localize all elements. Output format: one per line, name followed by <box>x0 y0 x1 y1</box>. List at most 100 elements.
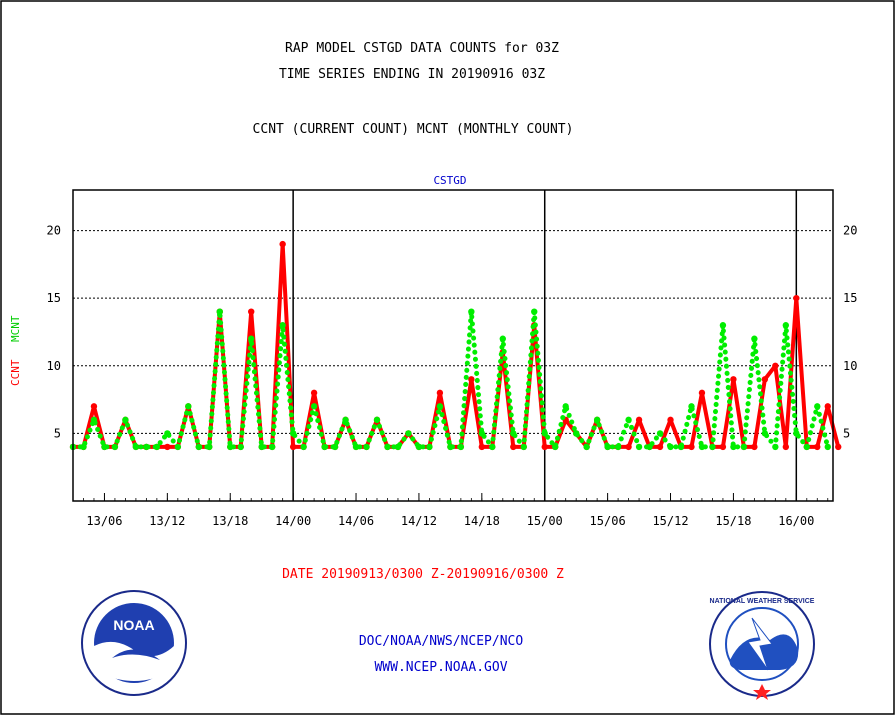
x-tick-label: 15/00 <box>527 514 563 528</box>
data-point-mcnt <box>300 443 307 451</box>
chart-subtitle: CCNT (CURRENT COUNT) MCNT (MONTHLY COUNT… <box>253 122 574 137</box>
data-point-mcnt <box>751 335 758 342</box>
x-tick-label: 16/00 <box>778 514 814 528</box>
data-point-ccnt <box>782 443 790 451</box>
data-point-mcnt <box>740 443 748 451</box>
data-point-ccnt <box>751 443 758 451</box>
data-point-mcnt <box>415 443 423 451</box>
data-point-mcnt <box>793 430 800 437</box>
data-point-mcnt <box>552 443 559 451</box>
series-layer <box>69 240 842 451</box>
data-point-mcnt <box>321 443 328 451</box>
data-point-mcnt <box>583 443 590 451</box>
data-point-ccnt <box>793 294 800 302</box>
data-point-ccnt <box>772 362 779 369</box>
x-tick-label: 14/12 <box>401 514 437 528</box>
data-point-mcnt <box>510 430 517 437</box>
data-point-mcnt <box>709 443 716 451</box>
data-point-mcnt <box>289 430 297 437</box>
data-point-mcnt <box>363 443 370 451</box>
data-point-mcnt <box>405 430 412 437</box>
data-point-mcnt <box>656 430 664 437</box>
data-point-mcnt <box>730 443 737 451</box>
x-tick-label: 14/06 <box>338 514 374 528</box>
data-point-ccnt <box>835 443 842 451</box>
title-line-2: TIME SERIES ENDING IN 20190916 03Z <box>279 67 545 82</box>
data-point-ccnt <box>625 443 632 451</box>
data-point-mcnt <box>342 416 349 424</box>
data-point-mcnt <box>132 443 140 451</box>
noaa-logo: NOAA <box>81 590 187 696</box>
data-point-mcnt <box>604 443 611 451</box>
y-tick-label-left: 20 <box>47 224 61 238</box>
data-point-mcnt <box>468 308 475 315</box>
data-point-mcnt <box>237 443 244 451</box>
title-line-1: RAP MODEL CSTGD DATA COUNTS for 03Z <box>285 41 559 56</box>
data-point-mcnt <box>761 430 769 437</box>
data-point-mcnt <box>227 443 234 451</box>
y-tick-label-left: 5 <box>54 426 61 440</box>
data-point-mcnt <box>478 430 486 437</box>
noaa-logo-text: NOAA <box>113 617 154 633</box>
data-point-mcnt <box>593 416 601 424</box>
x-tick-label: 15/12 <box>652 514 688 528</box>
data-point-ccnt <box>719 443 727 451</box>
data-point-ccnt <box>814 443 821 451</box>
data-point-ccnt <box>436 389 444 397</box>
data-point-ccnt <box>310 389 318 397</box>
data-point-ccnt <box>510 443 517 451</box>
data-point-mcnt <box>258 443 265 451</box>
data-point-mcnt <box>90 416 98 424</box>
data-point-mcnt <box>698 443 706 451</box>
y-tick-label-right: 20 <box>843 224 857 238</box>
data-point-mcnt <box>520 443 527 451</box>
data-point-mcnt <box>373 416 381 424</box>
data-point-ccnt <box>698 389 706 397</box>
data-point-mcnt <box>394 443 402 451</box>
data-point-mcnt <box>352 443 360 451</box>
data-point-mcnt <box>803 443 810 451</box>
data-point-mcnt <box>426 443 433 451</box>
y-axis-label-mcnt: MCNT <box>9 315 22 342</box>
data-point-mcnt <box>331 443 339 451</box>
y-tick-label-right: 5 <box>843 426 850 440</box>
data-point-mcnt <box>164 430 171 437</box>
data-point-ccnt <box>279 240 286 248</box>
data-point-mcnt <box>122 416 129 424</box>
data-point-mcnt <box>635 443 643 451</box>
data-point-mcnt <box>80 443 87 451</box>
y-tick-label-right: 15 <box>843 291 857 305</box>
nws-logo: NATIONAL WEATHER SERVICE <box>709 591 815 700</box>
x-tick-label: 15/06 <box>590 514 626 528</box>
data-point-mcnt <box>216 308 223 315</box>
data-point-mcnt <box>111 443 119 451</box>
data-point-mcnt <box>824 443 831 451</box>
credit-line-2: WWW.NCEP.NOAA.GOV <box>374 660 507 675</box>
data-point-mcnt <box>782 322 790 329</box>
data-point-mcnt <box>772 443 779 451</box>
data-point-mcnt <box>153 443 161 451</box>
axis-layer: 5 5 10 10 15 15 20 20 13/06 13/12 13/18 14/00 14/06 1… <box>47 224 858 528</box>
data-point-mcnt <box>195 443 202 451</box>
data-point-mcnt <box>719 322 727 329</box>
data-point-mcnt <box>143 443 150 451</box>
y-tick-label-right: 10 <box>843 359 857 373</box>
x-tick-label: 15/18 <box>715 514 751 528</box>
data-point-mcnt <box>457 443 465 451</box>
data-point-mcnt <box>541 430 548 437</box>
data-point-mcnt <box>384 443 391 451</box>
x-tick-label: 13/18 <box>212 514 248 528</box>
date-range-label: DATE 20190913/0300 Z-20190916/0300 Z <box>282 567 564 582</box>
plot-area <box>72 189 834 502</box>
data-point-ccnt <box>824 403 831 410</box>
data-point-ccnt <box>248 308 255 315</box>
data-point-mcnt <box>436 403 444 410</box>
data-point-ccnt <box>289 443 297 451</box>
x-tick-label: 13/06 <box>86 514 122 528</box>
data-point-mcnt <box>625 416 632 424</box>
data-point-mcnt <box>614 443 622 451</box>
y-tick-label-left: 10 <box>47 359 61 373</box>
data-point-ccnt <box>90 403 98 410</box>
data-point-mcnt <box>310 403 318 410</box>
